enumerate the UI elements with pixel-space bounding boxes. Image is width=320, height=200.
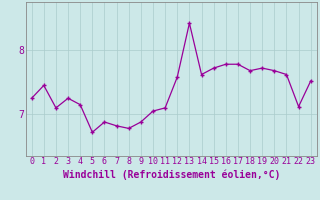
X-axis label: Windchill (Refroidissement éolien,°C): Windchill (Refroidissement éolien,°C) [62, 169, 280, 180]
